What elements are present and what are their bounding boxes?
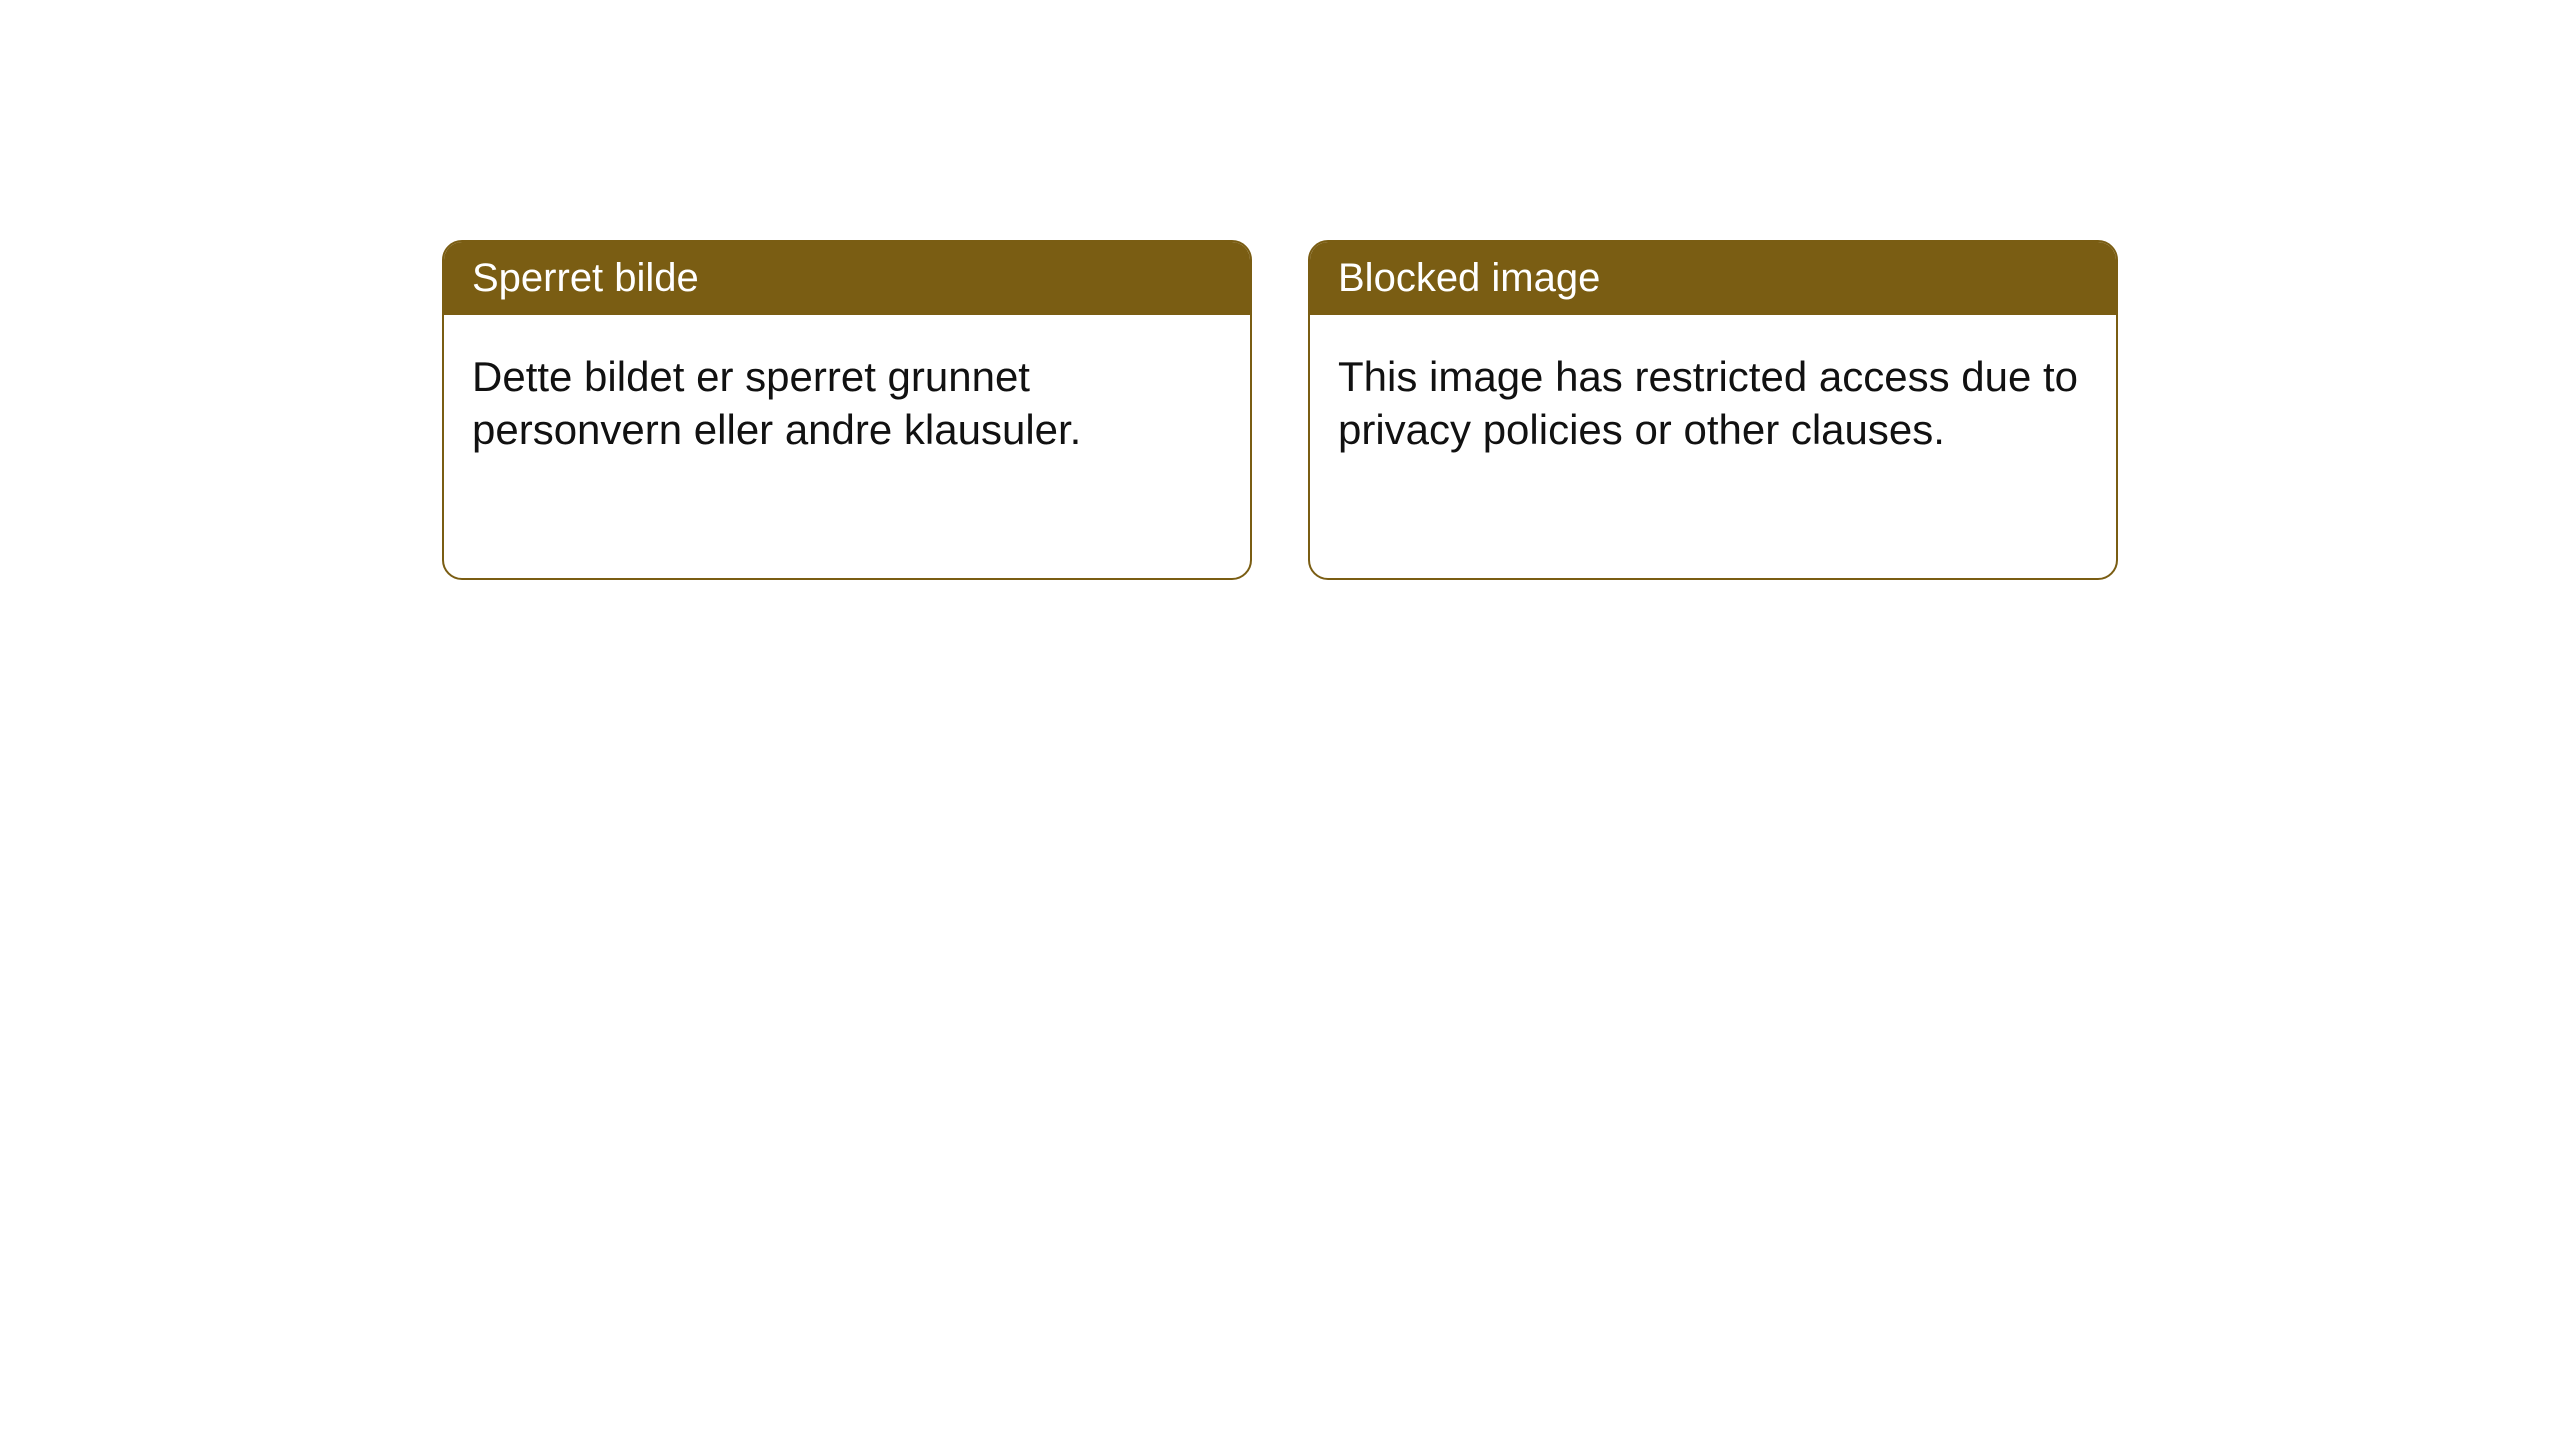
card-header-en: Blocked image [1310, 242, 2116, 315]
card-title-no: Sperret bilde [472, 256, 699, 300]
card-title-en: Blocked image [1338, 256, 1600, 300]
card-message-en: This image has restricted access due to … [1338, 353, 2078, 453]
card-header-no: Sperret bilde [444, 242, 1250, 315]
blocked-image-card-en: Blocked image This image has restricted … [1308, 240, 2118, 580]
card-body-en: This image has restricted access due to … [1310, 315, 2116, 492]
card-body-no: Dette bildet er sperret grunnet personve… [444, 315, 1250, 492]
notice-container: Sperret bilde Dette bildet er sperret gr… [442, 240, 2118, 580]
card-message-no: Dette bildet er sperret grunnet personve… [472, 353, 1081, 453]
blocked-image-card-no: Sperret bilde Dette bildet er sperret gr… [442, 240, 1252, 580]
